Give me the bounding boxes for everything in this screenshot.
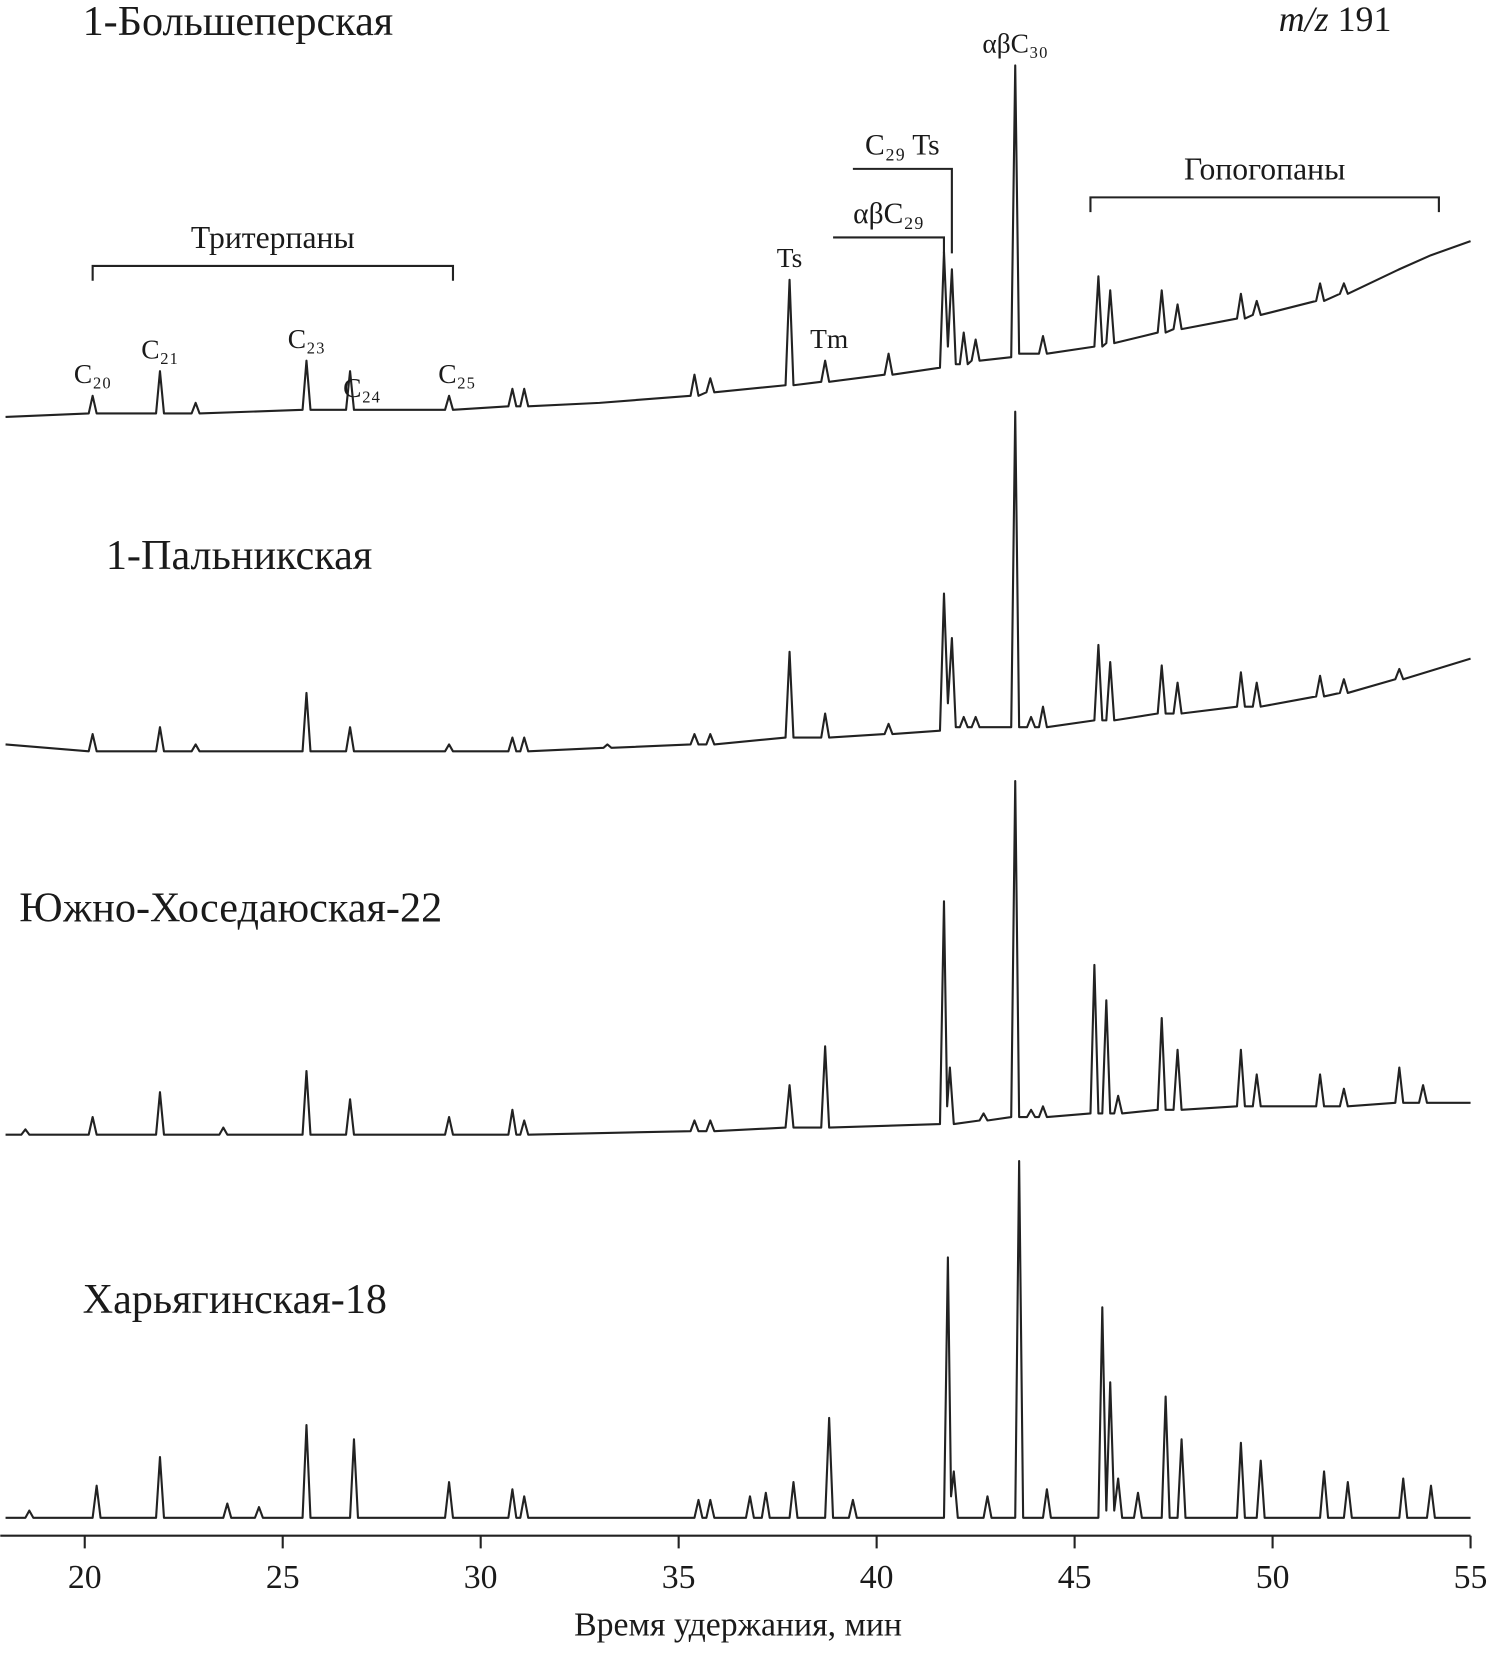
trace-line [5,1159,1471,1519]
trace-line [5,780,1471,1136]
peak-label: Tm [810,324,848,354]
x-tick-label: 55 [1454,1559,1488,1596]
trace-title: 1-Пальникская [106,532,372,579]
x-tick-label: 40 [860,1559,894,1596]
group-bracket [1089,196,1440,213]
peak-label: C₂₀ [74,359,111,389]
peak-bracket [833,236,946,254]
x-tick-label: 35 [662,1559,696,1596]
group-bracket [91,264,455,281]
x-tick-label: 20 [68,1559,102,1596]
x-axis-label: Время удержания, мин [574,1606,902,1643]
trace-line [5,410,1471,753]
subtitle: m/z 191 [1279,0,1392,39]
peak-label: αβC₃₀ [982,29,1048,59]
peak-label: C₂₄ [343,373,380,403]
x-tick-label: 30 [464,1559,498,1596]
peak-bracket-label: C₂₉ Ts [865,130,940,162]
peak-bracket [852,167,953,254]
trace-title: Южно-Хоседаюская-22 [19,885,442,932]
trace-title: 1-Большеперская [83,0,394,45]
trace-title: Харьягинская-18 [83,1276,387,1323]
x-tick-label: 25 [266,1559,300,1596]
peak-label: C₂₁ [141,335,178,365]
peak-bracket-label: αβC₂₉ [853,198,924,230]
x-tick-label: 45 [1058,1559,1092,1596]
group-label: Гопогопаны [1184,151,1345,186]
x-tick-label: 50 [1256,1559,1290,1596]
peak-label: C₂₃ [288,324,325,354]
peak-label: C₂₅ [438,359,475,389]
peak-label: Ts [777,243,803,273]
group-label: Тритерпаны [191,220,355,255]
